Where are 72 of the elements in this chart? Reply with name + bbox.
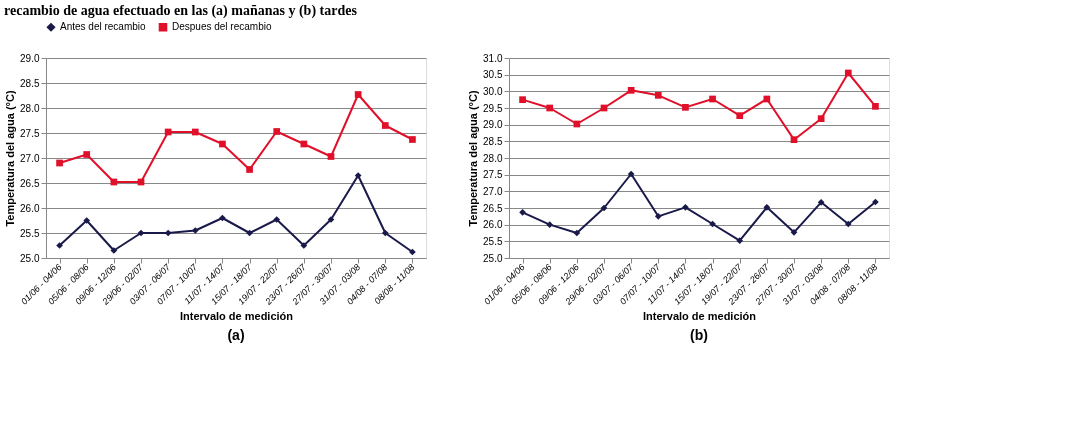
point xyxy=(56,242,63,249)
point xyxy=(573,229,581,237)
point xyxy=(844,220,852,228)
point xyxy=(519,96,526,104)
point xyxy=(682,203,689,211)
point xyxy=(327,153,335,160)
point xyxy=(381,122,389,129)
y-tick-label: 30.0 xyxy=(483,85,503,97)
point xyxy=(654,212,662,220)
y-tick-label: 26.0 xyxy=(20,202,40,214)
legend-label: Antes del recambio xyxy=(60,21,147,33)
y-tick-label: 27.0 xyxy=(483,185,503,197)
point xyxy=(519,208,526,216)
point xyxy=(682,103,689,111)
chart-title: recambio de agua efectuado en las (a) mañanas y (b) tardes xyxy=(4,3,358,19)
point xyxy=(409,136,416,143)
point xyxy=(736,237,744,245)
y-tick-label: 28.0 xyxy=(483,152,503,164)
point xyxy=(354,91,362,98)
y-tick-label: 29.0 xyxy=(483,119,503,131)
point xyxy=(110,247,118,254)
y-tick-label: 28.0 xyxy=(20,102,40,114)
point xyxy=(654,91,662,99)
point xyxy=(219,140,226,148)
point xyxy=(844,69,852,77)
point xyxy=(191,227,199,234)
y-tick-label: 28.5 xyxy=(20,77,40,89)
y-tick-label: 26.0 xyxy=(483,219,503,231)
point xyxy=(546,221,554,229)
point xyxy=(273,216,281,223)
point xyxy=(137,229,145,237)
point xyxy=(817,198,825,206)
point xyxy=(83,151,91,158)
y-tick-label: 26.5 xyxy=(483,202,503,214)
point xyxy=(736,112,744,120)
y-tick-label: 25.5 xyxy=(20,227,40,239)
y-tick-label: 29.5 xyxy=(483,102,503,114)
y-axis-title: Temperatura del agua (°C) xyxy=(4,90,17,227)
y-tick-label: 31.0 xyxy=(483,52,503,64)
point xyxy=(790,136,798,144)
point xyxy=(273,128,281,135)
x-axis-title: Intervalo de medición xyxy=(642,309,757,322)
y-axis-title: Temperatura del agua (°C) xyxy=(467,90,480,227)
point xyxy=(872,102,879,110)
y-tick-label: 25.0 xyxy=(20,252,40,264)
y-tick-label: 30.5 xyxy=(483,69,503,81)
x-axis-title: Intervalo de medición xyxy=(179,309,294,322)
y-tick-label: 27.5 xyxy=(20,127,40,139)
y-tick-label: 25.5 xyxy=(483,235,503,247)
y-tick-label: 28.5 xyxy=(483,135,503,147)
y-tick-label: 27.5 xyxy=(483,169,503,181)
point xyxy=(191,128,199,136)
y-tick-label: 25.0 xyxy=(483,252,503,264)
point xyxy=(627,170,635,178)
y-tick-label: 26.5 xyxy=(20,177,40,189)
point xyxy=(763,203,771,211)
point xyxy=(817,115,825,123)
point xyxy=(627,86,635,94)
text: (a) xyxy=(227,327,245,344)
point xyxy=(381,229,389,237)
point xyxy=(56,159,63,167)
point xyxy=(83,217,91,224)
legend-label: Despues del recambio xyxy=(172,21,272,33)
point xyxy=(300,242,308,249)
point xyxy=(546,104,554,112)
point xyxy=(246,166,253,173)
y-tick-label: 27.0 xyxy=(20,152,40,164)
point xyxy=(709,95,716,103)
point xyxy=(600,204,608,212)
text: (b) xyxy=(690,327,708,344)
y-tick-label: 29.0 xyxy=(20,52,40,64)
point xyxy=(790,228,798,236)
